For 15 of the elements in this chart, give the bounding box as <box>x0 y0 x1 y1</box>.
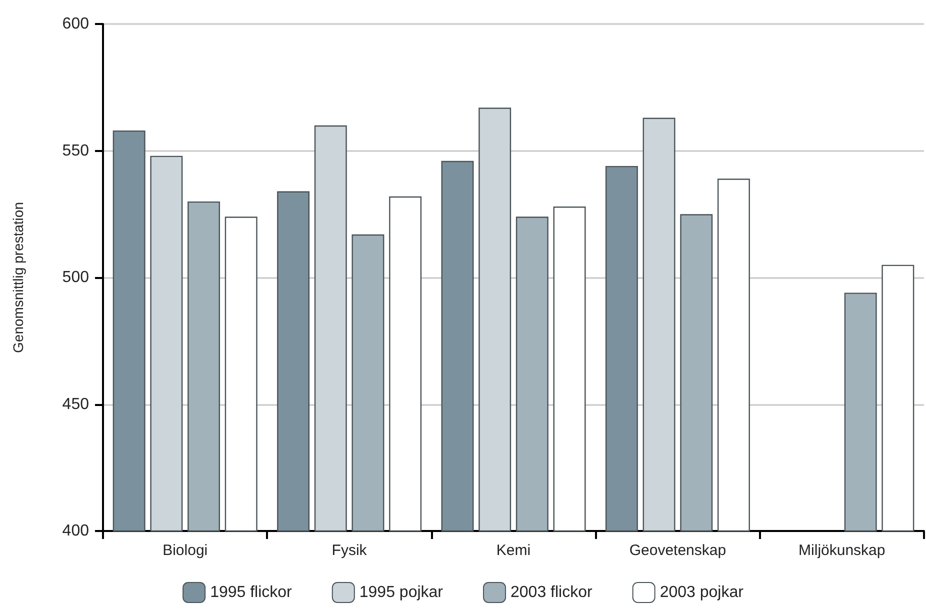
legend-label: 2003 pojkar <box>660 584 744 601</box>
y-tick-label: 550 <box>62 142 90 160</box>
x-tick-label: Fysik <box>332 542 368 559</box>
x-tick-label: Miljökunskap <box>798 542 886 559</box>
legend-label: 1995 pojkar <box>359 584 444 601</box>
y-axis-title: Genomsnittlig prestation <box>10 202 26 353</box>
x-tick-label: Kemi <box>496 542 531 559</box>
y-tick-label: 400 <box>62 522 90 540</box>
legend-label: 2003 flickor <box>510 584 593 601</box>
legend-label: 1995 flickor <box>210 584 293 601</box>
y-tick-label: 450 <box>62 396 90 413</box>
x-tick-label: Biologi <box>162 542 208 559</box>
y-tick-label: 500 <box>62 269 90 286</box>
y-tick-label: 600 <box>62 16 90 32</box>
x-tick-label: Geovetenskap <box>629 542 726 559</box>
